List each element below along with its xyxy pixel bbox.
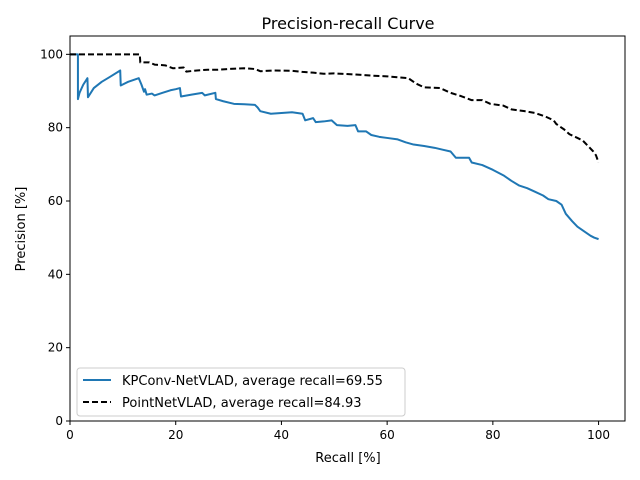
x-tick-label: 100 — [587, 428, 610, 442]
legend: KPConv-NetVLAD, average recall=69.55 Poi… — [76, 367, 406, 417]
series-line-kpconv-netvlad — [70, 53, 599, 241]
y-axis-label: Precision [%] — [14, 187, 29, 272]
y-tick-label: 40 — [48, 267, 63, 281]
y-tick-label: 0 — [55, 414, 63, 428]
x-tick-label: 60 — [380, 428, 395, 442]
x-tick-label: 0 — [66, 428, 74, 442]
x-tick-label: 20 — [168, 428, 183, 442]
x-tick-label: 40 — [274, 428, 289, 442]
y-tick-label: 20 — [48, 341, 63, 355]
legend-label-kpconv-netvlad: KPConv-NetVLAD, average recall=69.55 — [122, 374, 383, 389]
legend-label-pointnetvlad: PointNetVLAD, average recall=84.93 — [122, 396, 362, 411]
series-line-pointnetvlad — [70, 53, 600, 163]
chart-title: Precision-recall Curve — [261, 14, 434, 33]
legend-box — [76, 367, 406, 417]
y-tick-label: 60 — [48, 194, 63, 208]
plot-frame — [69, 35, 626, 422]
x-tick-label: 80 — [485, 428, 500, 442]
x-axis-label: Recall [%] — [315, 451, 380, 466]
y-tick-label: 100 — [40, 47, 63, 61]
y-tick-label: 80 — [48, 121, 63, 135]
